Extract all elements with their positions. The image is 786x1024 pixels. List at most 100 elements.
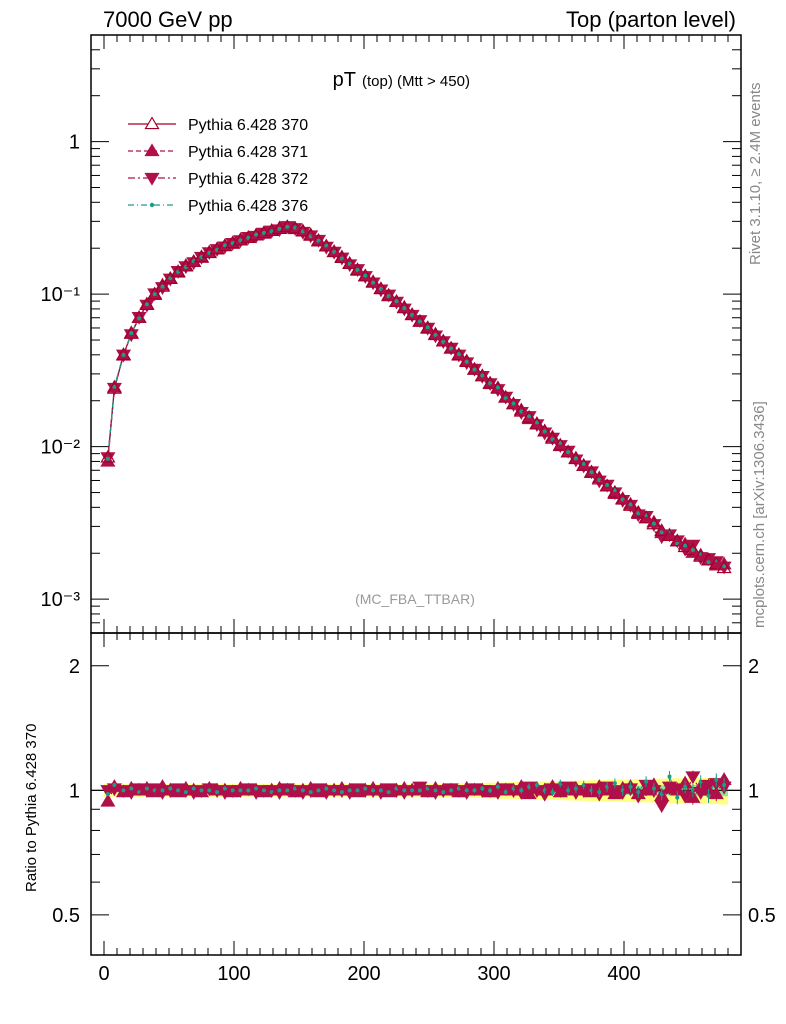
- marker-370: [295, 223, 311, 237]
- legend-label: Pythia 6.428 376: [188, 198, 308, 215]
- marker-376: [542, 429, 547, 434]
- ratio-marker-376: [308, 790, 313, 795]
- marker-376: [137, 316, 142, 321]
- marker-370: [349, 262, 366, 276]
- marker-370: [560, 444, 576, 458]
- ratio-marker-376: [488, 788, 493, 793]
- marker-370: [404, 307, 420, 321]
- marker-376: [449, 346, 454, 351]
- marker-376: [628, 502, 633, 507]
- series-line-1: [107, 226, 725, 567]
- marker-370: [607, 484, 623, 498]
- marker-376: [222, 243, 227, 248]
- ratio-marker-376: [222, 786, 227, 791]
- x-tick-label: 200: [347, 963, 380, 985]
- marker-376: [456, 352, 461, 357]
- x-tick-label: 400: [607, 963, 640, 985]
- marker-376: [581, 461, 586, 466]
- marker-376: [324, 243, 329, 248]
- marker-376: [316, 238, 321, 243]
- rivet-version-label: Rivet 3.1.10, ≥ 2.4M events: [747, 83, 764, 266]
- marker-376: [254, 232, 259, 237]
- marker-370: [154, 278, 171, 292]
- marker-370: [365, 274, 381, 288]
- y-tick-label: 10⁻²: [41, 437, 81, 459]
- marker-370: [162, 271, 178, 284]
- ratio-marker-376: [230, 788, 235, 793]
- ratio-marker-376: [644, 779, 649, 784]
- ratio-marker-376: [176, 788, 181, 793]
- ratio-y-tick-label: 0.5: [52, 905, 80, 927]
- ratio-marker-376: [355, 788, 360, 793]
- marker-370: [615, 491, 631, 505]
- ratio-marker-376: [129, 786, 134, 791]
- marker-376: [495, 385, 500, 390]
- marker-370: [459, 354, 475, 367]
- marker-370: [412, 313, 428, 327]
- marker-370: [131, 310, 147, 323]
- marker-376: [371, 280, 376, 285]
- marker-376: [690, 548, 695, 553]
- ratio-marker-371: [100, 793, 116, 807]
- marker-370: [147, 286, 163, 300]
- plot-title-sub: (top) (Mtt > 450): [362, 73, 470, 90]
- marker-376: [112, 384, 117, 389]
- marker-376: [472, 367, 477, 372]
- marker-376: [612, 487, 617, 492]
- ratio-marker-376: [261, 788, 266, 793]
- ratio-marker-376: [667, 774, 672, 779]
- marker-370: [622, 498, 639, 511]
- marker-370: [373, 281, 389, 295]
- marker-370: [505, 396, 522, 410]
- legend-marker: [144, 172, 160, 186]
- marker-376: [605, 482, 610, 487]
- marker-370: [591, 471, 607, 485]
- marker-370: [685, 542, 701, 556]
- marker-370: [661, 528, 678, 542]
- marker-370: [482, 375, 498, 389]
- ratio-marker-376: [417, 788, 422, 793]
- marker-370: [139, 297, 155, 311]
- marker-376: [659, 530, 664, 535]
- ratio-marker-376: [378, 788, 383, 793]
- marker-370: [303, 227, 319, 241]
- ratio-marker-376: [503, 790, 508, 795]
- marker-376: [277, 226, 282, 231]
- ratio-marker-376: [371, 788, 376, 793]
- marker-376: [566, 450, 571, 455]
- marker-370: [106, 380, 122, 394]
- marker-376: [152, 292, 157, 297]
- ratio-marker-372: [162, 785, 178, 799]
- marker-370: [716, 560, 732, 574]
- marker-376: [121, 352, 126, 357]
- ratio-marker-376: [300, 788, 305, 793]
- marker-376: [129, 331, 134, 336]
- ratio-marker-376: [495, 784, 500, 789]
- ratio-marker-376: [199, 788, 204, 793]
- marker-370: [521, 409, 537, 423]
- marker-370: [115, 347, 132, 360]
- header-right-title: Top (parton level): [566, 7, 736, 32]
- marker-376: [144, 302, 149, 307]
- series-line-3: [107, 226, 725, 567]
- y-tick-label: 1: [69, 132, 80, 154]
- ratio-marker-376: [386, 790, 391, 795]
- ratio-marker-376: [191, 786, 196, 791]
- ratio-y-tick-label-right: 2: [748, 656, 759, 678]
- marker-376: [527, 414, 532, 419]
- ratio-marker-376: [238, 788, 243, 793]
- marker-370: [443, 340, 459, 354]
- marker-376: [519, 409, 524, 414]
- legend-label: Pythia 6.428 370: [188, 117, 308, 134]
- marker-370: [388, 294, 405, 307]
- marker-370: [490, 380, 506, 394]
- marker-376: [589, 470, 594, 475]
- marker-376: [238, 238, 243, 243]
- legend-label: Pythia 6.428 372: [188, 171, 308, 188]
- ratio-marker-376: [722, 783, 727, 788]
- ratio-marker-376: [628, 784, 633, 789]
- marker-376: [363, 273, 368, 278]
- marker-372: [685, 539, 701, 553]
- marker-376: [722, 564, 727, 569]
- marker-376: [402, 306, 407, 311]
